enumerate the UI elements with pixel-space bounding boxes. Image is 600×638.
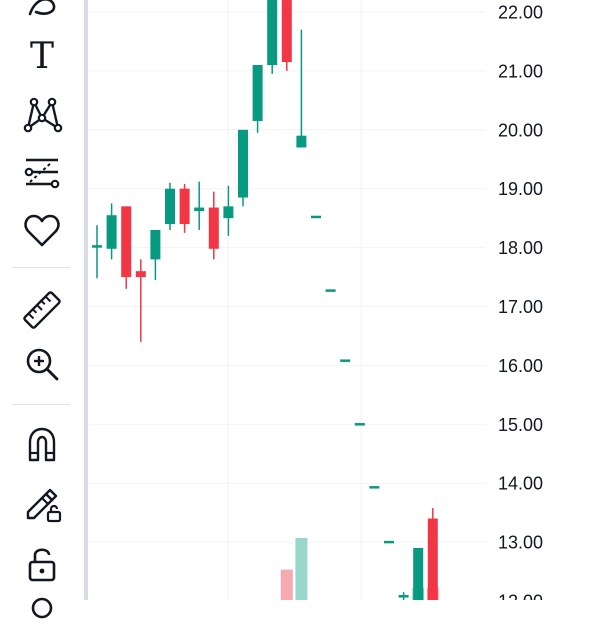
candle	[340, 359, 351, 362]
pane-divider	[84, 0, 88, 600]
curve-tool-icon	[28, 0, 56, 16]
candle	[325, 289, 336, 292]
candle	[296, 29, 307, 148]
candle	[121, 206, 132, 289]
unlock-icon	[28, 548, 56, 582]
candle-body	[325, 289, 336, 292]
toolbar-divider	[12, 404, 70, 405]
price-tick-label: 18.00	[498, 238, 543, 258]
candle	[92, 225, 102, 279]
candle	[413, 547, 424, 600]
pencil-lock-icon	[26, 488, 62, 523]
price-tick-label: 17.00	[498, 297, 543, 317]
candle-body	[281, 0, 292, 63]
candle-body	[194, 207, 205, 212]
price-tick-label: 12.00	[498, 592, 543, 601]
candle-body	[296, 135, 307, 148]
lock-drawing-tool[interactable]	[18, 478, 66, 526]
candle	[135, 259, 146, 342]
chart-canvas[interactable]: 13.00 14.00 15.00 16.00 17.00 18.00 19.00 20.00…	[88, 0, 600, 600]
candle	[311, 215, 321, 219]
price-axis[interactable]: 13.00 14.00 15.00 16.00 17.00 18.00 19.00 20.00…	[498, 3, 543, 601]
candle	[165, 182, 175, 230]
candle-body	[208, 207, 219, 249]
ruler-tool[interactable]	[18, 286, 66, 334]
grid	[88, 0, 486, 600]
candle	[252, 65, 263, 133]
volume-bar	[280, 569, 293, 600]
candle	[223, 185, 234, 236]
price-tick-label: 21.00	[498, 61, 543, 81]
price-chart[interactable]: 13.00 14.00 15.00 16.00 17.00 18.00 19.00 20.00…	[88, 0, 600, 600]
price-tick-label: 16.00	[498, 356, 543, 376]
candle-body	[179, 188, 190, 225]
candle-body	[311, 215, 321, 219]
text-tool-icon: T	[29, 36, 54, 77]
volume-bar	[295, 538, 308, 600]
candle	[106, 203, 117, 260]
candle-body	[369, 486, 380, 489]
candle	[281, 0, 292, 71]
candle-body	[92, 245, 102, 248]
favorites-icon	[24, 214, 60, 247]
price-tick-label: 22.00	[498, 3, 543, 23]
drawing-toolbar: T	[0, 0, 84, 619]
ruler-icon	[23, 291, 61, 329]
candle-body	[165, 188, 175, 225]
candle-body	[267, 0, 278, 66]
candle	[194, 181, 205, 230]
candle-body	[121, 206, 132, 278]
candle	[369, 486, 380, 489]
candle-body	[252, 65, 263, 121]
price-tick-label: 14.00	[498, 474, 543, 494]
candle-body	[384, 540, 394, 544]
candle-body	[354, 423, 365, 426]
pattern-tool-icon	[23, 97, 63, 133]
magnet-tool[interactable]	[18, 420, 66, 468]
unlock-tool[interactable]	[18, 540, 66, 588]
candle-body	[427, 518, 438, 600]
curve-tool[interactable]	[18, 0, 66, 34]
candle	[354, 423, 365, 426]
price-tick-label: 13.00	[498, 533, 543, 553]
zoom-in-tool[interactable]	[18, 340, 66, 388]
candle-body	[413, 547, 424, 600]
zoom-in-icon	[26, 348, 59, 381]
magnet-icon	[28, 427, 56, 462]
candle	[267, 0, 278, 74]
pattern-tool[interactable]	[18, 90, 66, 138]
candle	[398, 592, 409, 600]
partial-tool-icon	[31, 597, 53, 619]
fib-tool-icon	[24, 158, 60, 189]
candles	[92, 0, 438, 600]
candle	[238, 129, 248, 207]
candle	[179, 183, 190, 233]
more-tools[interactable]	[18, 590, 66, 638]
candle-body	[106, 215, 117, 249]
candle	[208, 191, 219, 260]
candle-body	[150, 229, 161, 260]
price-tick-label: 19.00	[498, 179, 543, 199]
price-tick-label: 15.00	[498, 415, 543, 435]
candle	[150, 229, 161, 280]
favorites-tool[interactable]	[18, 206, 66, 254]
price-tick-label: 20.00	[498, 120, 543, 140]
candle-body	[223, 206, 234, 219]
candle-body	[398, 595, 409, 598]
text-tool[interactable]: T	[18, 33, 66, 81]
candle	[427, 507, 438, 600]
candle	[384, 540, 394, 544]
toolbar-divider	[12, 267, 70, 268]
candle-body	[135, 271, 146, 278]
candle-body	[238, 129, 248, 198]
candle-body	[340, 359, 351, 362]
fib-retracement-tool[interactable]	[18, 148, 66, 196]
